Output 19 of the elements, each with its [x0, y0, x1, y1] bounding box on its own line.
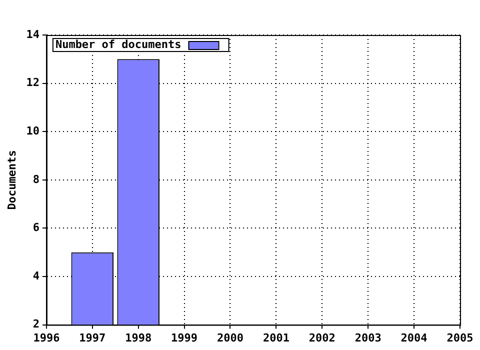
x-tick-label: 2002 — [308, 331, 336, 344]
x-tick-label: 2003 — [354, 331, 382, 344]
y-tick-label: 4 — [32, 269, 40, 282]
x-tick-label: 1999 — [171, 331, 198, 344]
x-tick-label: 1998 — [125, 331, 152, 344]
y-tick-label: 6 — [32, 221, 40, 234]
y-tick-label: 8 — [32, 172, 40, 186]
x-tick-label: 2000 — [216, 331, 244, 344]
legend-label: Number of documents — [55, 38, 182, 51]
x-tick-label: 2005 — [446, 331, 474, 344]
y-axis-title: Documents — [5, 150, 18, 210]
x-tick-label: 2001 — [262, 331, 290, 344]
y-tick-label: 2 — [32, 318, 40, 331]
x-tick-label: 2004 — [400, 331, 428, 344]
x-tick-label: 1996 — [33, 331, 60, 344]
y-tick-label: 12 — [26, 76, 40, 90]
y-tick-label: 14 — [26, 28, 40, 41]
y-tick-label: 10 — [26, 124, 40, 138]
x-tick-label: 1997 — [79, 331, 106, 344]
